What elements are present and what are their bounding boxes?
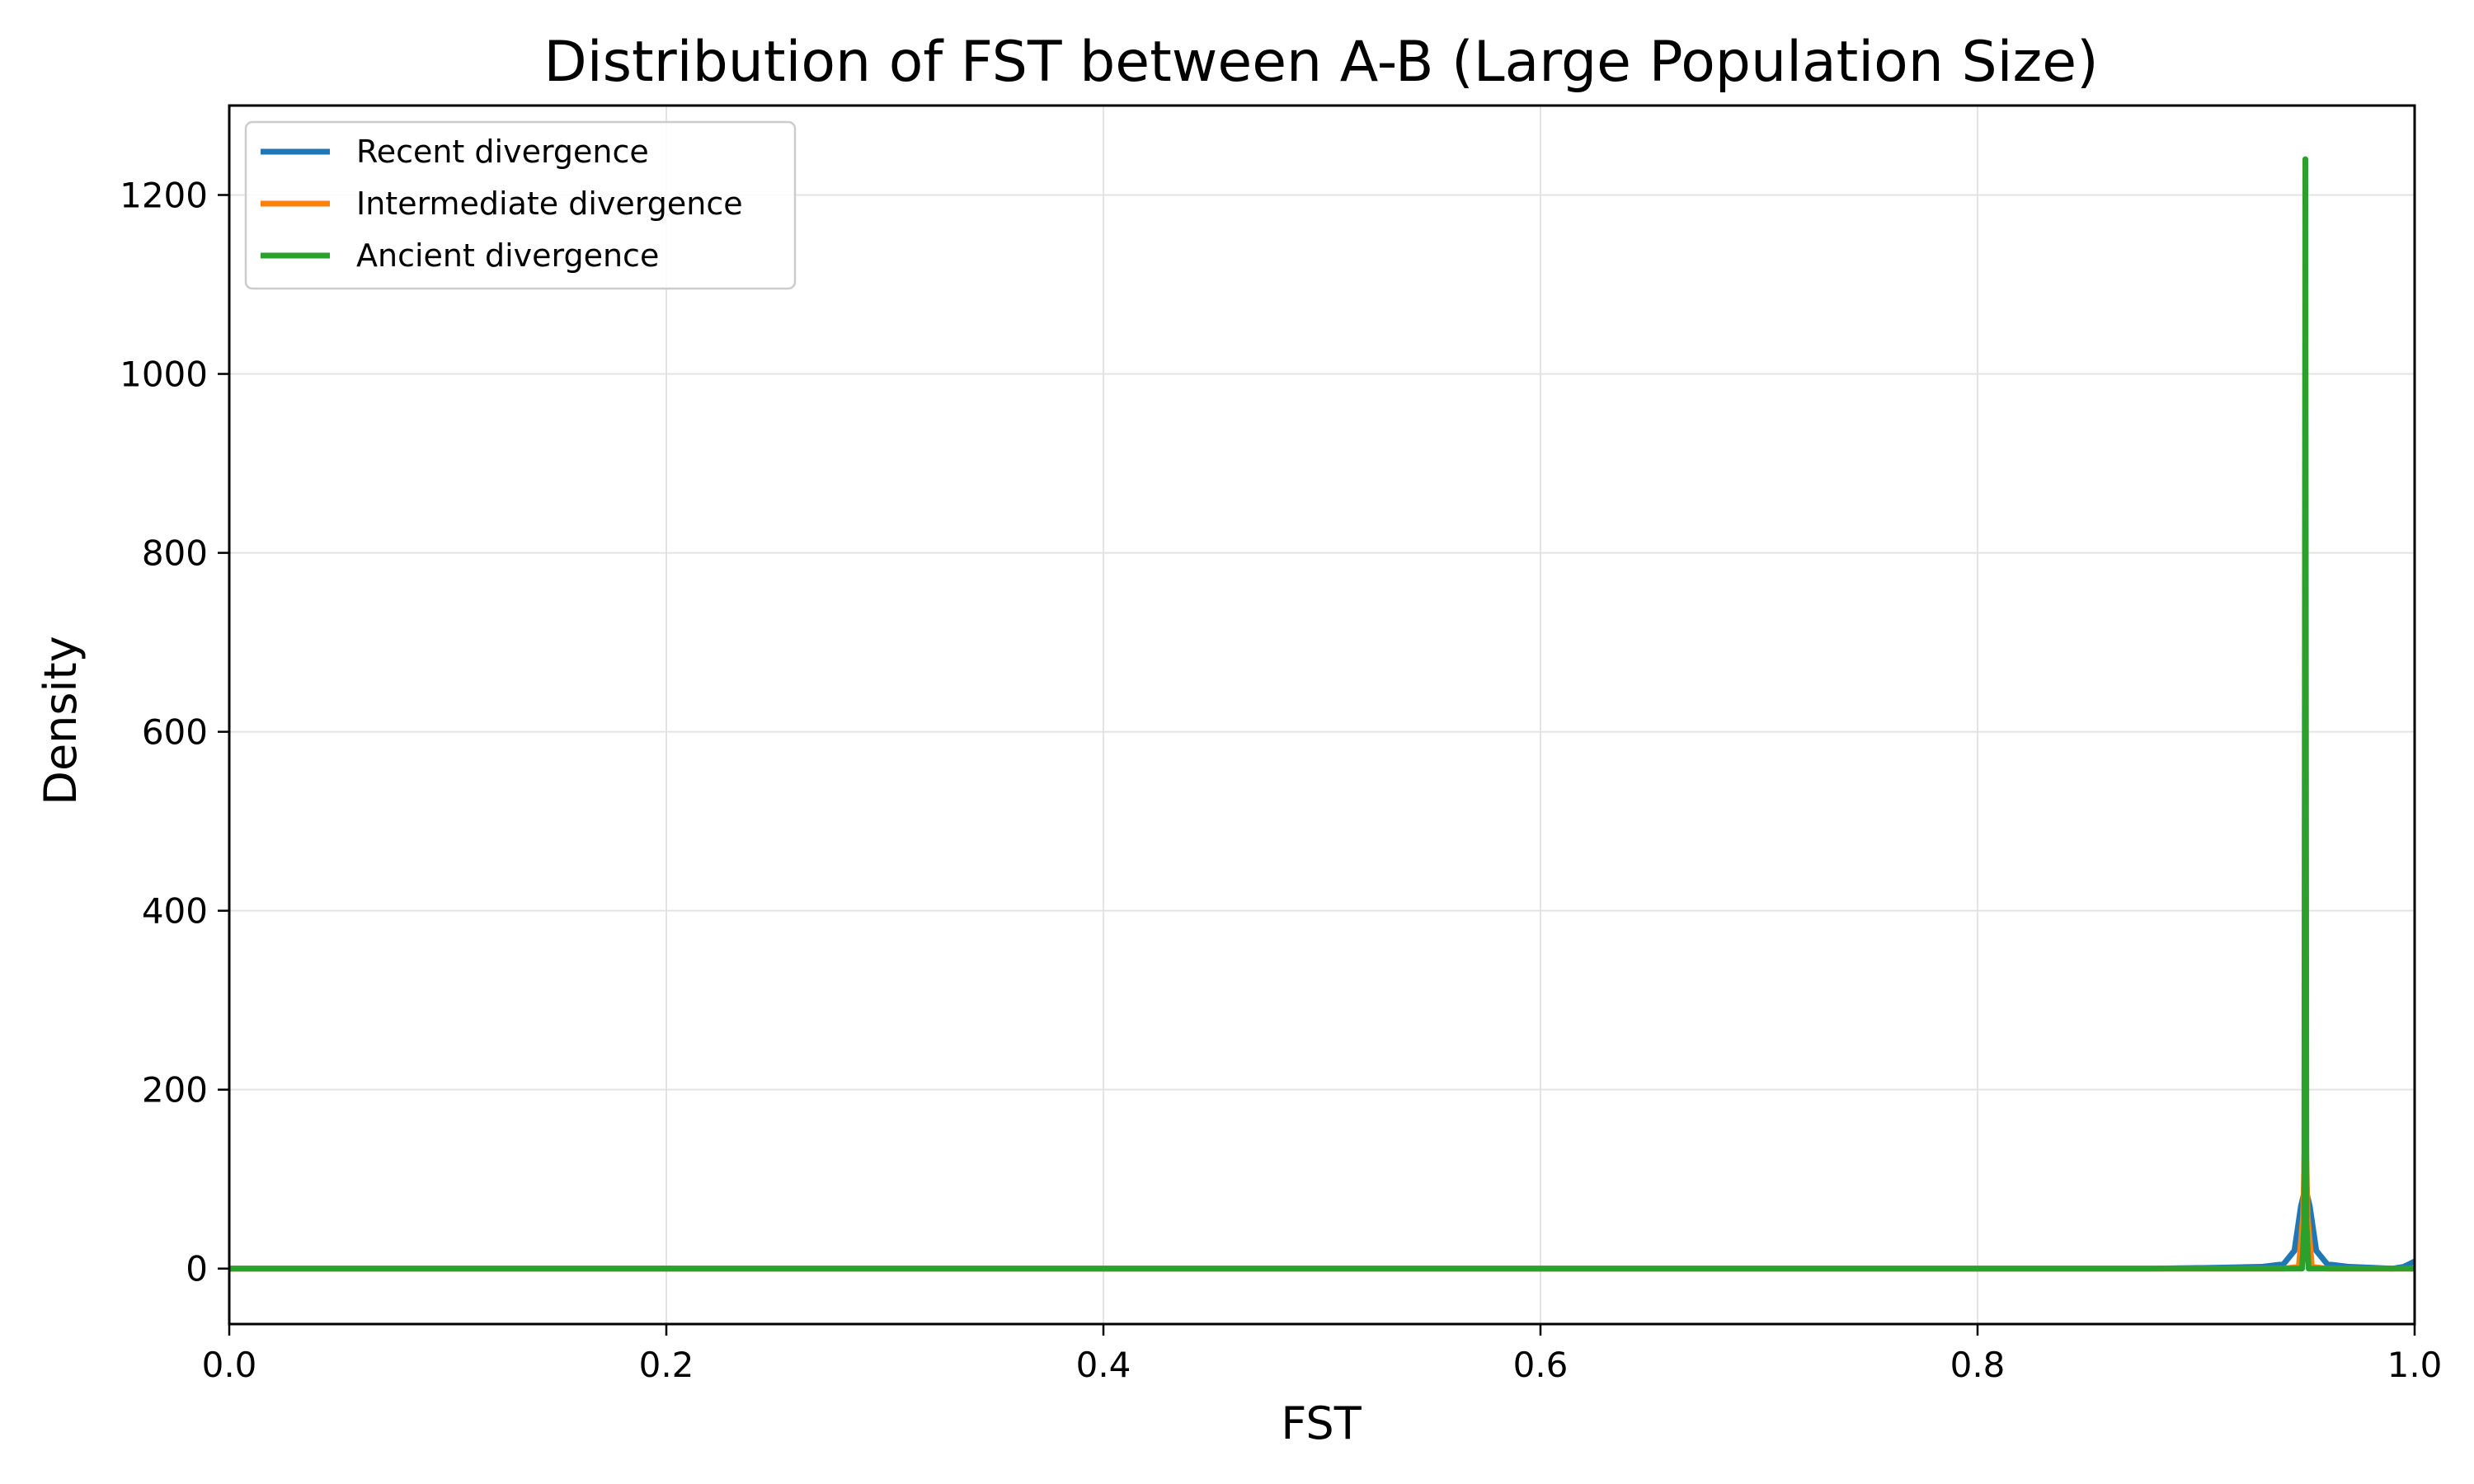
y-tick-label: 600	[142, 712, 208, 753]
x-axis-label: FST	[1281, 1397, 1362, 1449]
legend-label: Recent divergence	[356, 134, 649, 170]
chart-title: Distribution of FST between A-B (Large P…	[543, 30, 2098, 95]
y-tick-label: 1000	[120, 355, 208, 395]
x-tick-label: 1.0	[2387, 1345, 2443, 1385]
plot-lines	[229, 156, 2416, 1272]
legend-label: Ancient divergence	[356, 237, 659, 274]
legend: Recent divergence Intermediate divergence…	[244, 120, 797, 290]
x-tick-label: 0.2	[639, 1345, 694, 1385]
x-tick-label: 0.0	[202, 1345, 257, 1385]
x-tick-label: 0.6	[1513, 1345, 1569, 1385]
y-tick-label: 200	[142, 1070, 208, 1111]
x-tick-label: 0.4	[1076, 1345, 1131, 1385]
y-tick-label: 400	[142, 891, 208, 932]
legend-label: Intermediate divergence	[356, 186, 743, 222]
plot-frame	[228, 104, 2416, 1326]
y-axis-label: Density	[35, 636, 87, 805]
x-tick-label: 0.8	[1950, 1345, 2006, 1385]
series-line-3	[229, 156, 2415, 1272]
axis-ticks: 0.0 0.2 0.4 0.6 0.8 1.0 0 200 400 600 800 1000 1200	[120, 176, 2442, 1385]
y-tick-label: 800	[142, 533, 208, 574]
legend-box	[244, 120, 797, 290]
y-tick-label: 0	[186, 1249, 208, 1289]
y-tick-label: 1200	[120, 176, 208, 216]
